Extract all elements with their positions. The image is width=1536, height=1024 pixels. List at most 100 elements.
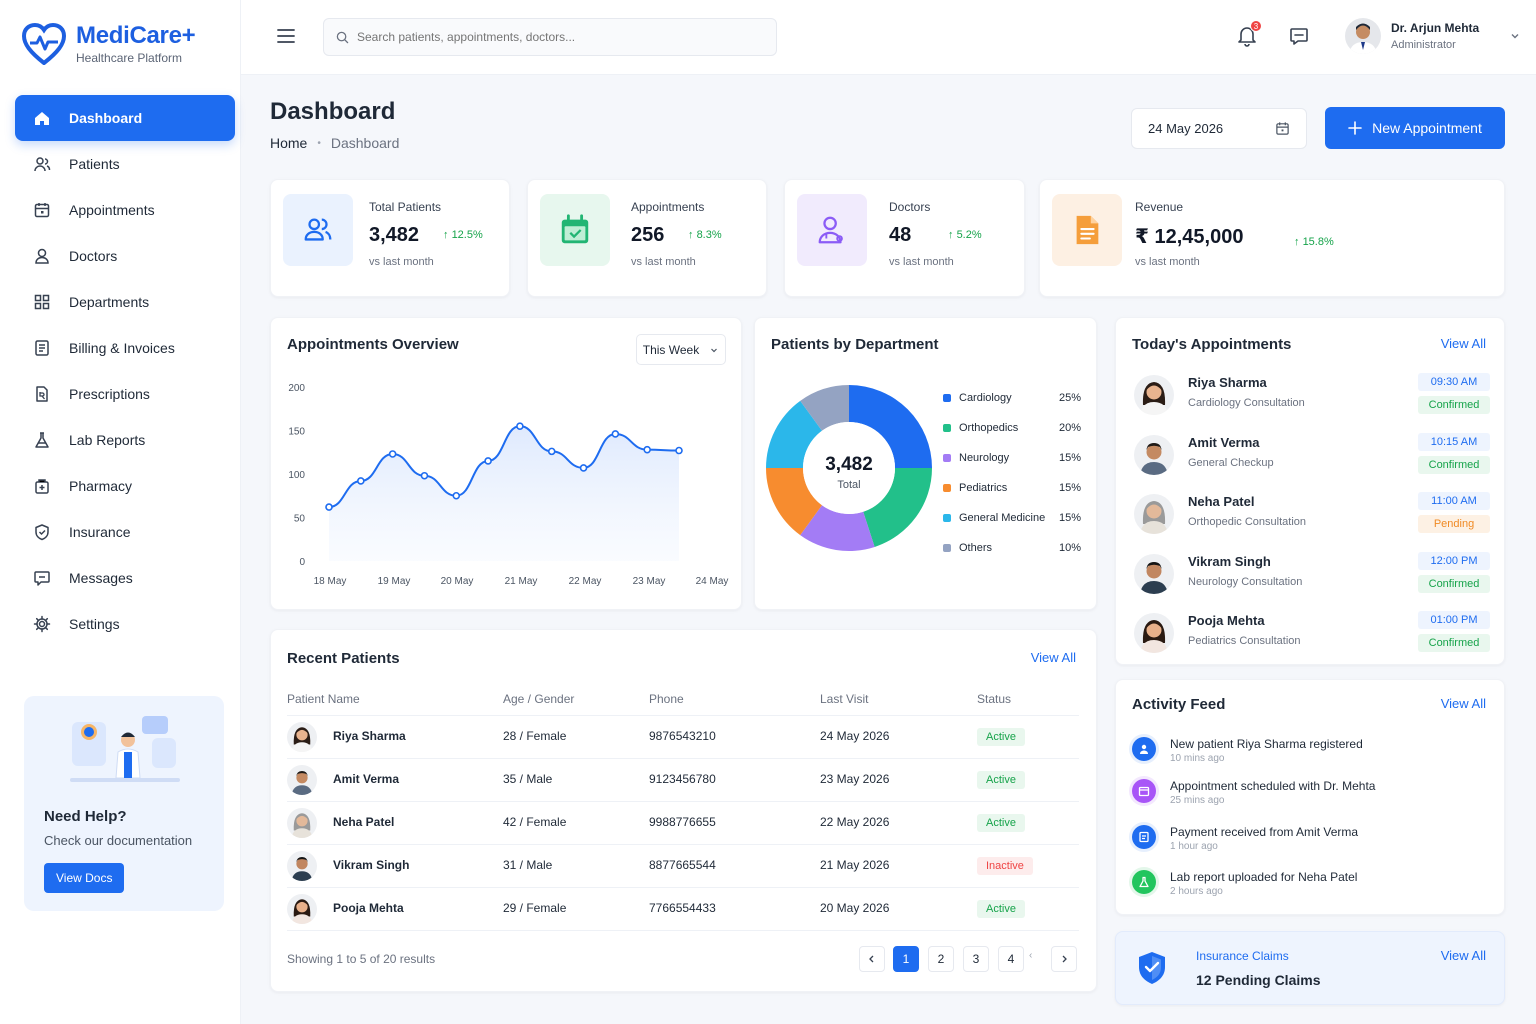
stat-card-doctors[interactable]: Doctors 48 ↑ 5.2% vs last month — [784, 179, 1025, 297]
sidebar-nav: Dashboard Patients Appointments Doctors Depa… — [15, 95, 235, 647]
date-picker[interactable]: 24 May 2026 — [1131, 108, 1307, 149]
x-tick-label: 19 May — [378, 576, 411, 587]
stat-card-revenue[interactable]: Revenue ₹ 12,45,000 ↑ 15.8% vs last month — [1039, 179, 1505, 297]
line-point[interactable] — [643, 445, 651, 454]
donut-slice-orthopedics[interactable] — [863, 468, 932, 547]
users-icon — [283, 194, 353, 266]
sidebar-item-dashboard[interactable]: Dashboard — [15, 95, 235, 141]
appointment-item[interactable]: Vikram Singh Neurology Consultation 12:00 … — [1132, 552, 1490, 602]
hamburger-menu-icon[interactable] — [277, 28, 295, 47]
line-point[interactable] — [420, 471, 429, 480]
sidebar-item-label: Prescriptions — [69, 386, 150, 402]
legend-percent: 25% — [1058, 392, 1081, 404]
table-row[interactable]: Neha Patel 42 / Female 9988776655 22 May 20… — [287, 802, 1079, 845]
stat-card-total-patients[interactable]: Total Patients 3,482 ↑ 12.5% vs last month — [270, 179, 510, 297]
appointment-type: Orthopedic Consultation — [1188, 516, 1307, 528]
search-input[interactable] — [357, 30, 757, 44]
stat-delta-value: 15.8% — [1302, 236, 1334, 248]
view-docs-button[interactable]: View Docs — [44, 863, 125, 893]
patient-name[interactable]: Neha Patel — [333, 815, 395, 829]
donut-slice-pediatrics[interactable] — [766, 468, 822, 536]
table-row[interactable]: Pooja Mehta 29 / Female 7766554433 20 May 2… — [287, 888, 1079, 931]
sidebar-item-billing-invoices[interactable]: Billing & Invoices — [15, 325, 235, 371]
sidebar-item-pharmacy[interactable]: Pharmacy — [15, 463, 235, 509]
patient-avatar — [1134, 494, 1174, 534]
appointment-item[interactable]: Riya Sharma Cardiology Consultation 09:30 … — [1132, 373, 1490, 423]
patient-name[interactable]: Vikram Singh — [333, 858, 410, 872]
calendar-icon — [1132, 779, 1156, 803]
bell-icon[interactable] — [1237, 25, 1257, 50]
appointments-line-chart: 0 50 100 150 200 18 May 19 May 20 May 21 May 22 M… — [288, 383, 728, 587]
invoice-icon — [35, 340, 49, 356]
patient-status-badge: Active — [977, 728, 1025, 746]
line-point[interactable] — [579, 464, 588, 472]
legend-item: Pediatrics 15% — [943, 482, 1081, 494]
table-row[interactable]: Vikram Singh 31 / Male 8877665544 21 May 20… — [287, 845, 1079, 888]
patient-phone: 9876543210 — [649, 729, 716, 743]
patient-visit: 24 May 2026 — [820, 729, 890, 743]
user-menu[interactable]: Dr. Arjun Mehta Administrator — [1345, 18, 1521, 54]
appointment-item[interactable]: Neha Patel Orthopedic Consultation 11:00 A… — [1132, 492, 1490, 542]
line-point[interactable] — [452, 491, 461, 500]
pharmacy-icon — [35, 479, 49, 494]
patient-name[interactable]: Amit Verma — [333, 772, 400, 786]
sidebar-item-prescriptions[interactable]: Prescriptions — [15, 371, 235, 417]
line-point[interactable] — [325, 503, 333, 511]
appointment-item[interactable]: Amit Verma General Checkup 10:15 AM Confirm… — [1132, 433, 1490, 483]
user-icon — [35, 248, 49, 264]
range-dropdown[interactable]: This Week — [636, 334, 726, 365]
patient-avatar — [1134, 613, 1174, 653]
patient-name[interactable]: Pooja Mehta — [333, 901, 404, 915]
sidebar-item-messages[interactable]: Messages — [15, 555, 235, 601]
line-point[interactable] — [516, 422, 524, 430]
line-point[interactable] — [388, 450, 397, 458]
chat-icon[interactable] — [1289, 26, 1309, 49]
recent-view-all-link[interactable]: View All — [1030, 650, 1076, 665]
line-point[interactable] — [357, 477, 365, 485]
page-button-4[interactable]: 4 — [998, 946, 1024, 972]
sidebar-item-doctors[interactable]: Doctors — [15, 233, 235, 279]
search-bar[interactable] — [323, 18, 777, 56]
breadcrumb-home[interactable]: Home — [270, 135, 308, 151]
sidebar-item-label: Settings — [69, 616, 120, 632]
sidebar-item-patients[interactable]: Patients — [15, 141, 235, 187]
appointment-item[interactable]: Pooja Mehta Pediatrics Consultation 01:00 … — [1132, 611, 1490, 661]
page-button-1[interactable]: 1 — [893, 946, 919, 972]
donut-slice-general-medicine[interactable] — [766, 400, 822, 468]
page-button-3[interactable]: 3 — [963, 946, 989, 972]
table-row[interactable]: Amit Verma 35 / Male 9123456780 23 May 2026… — [287, 759, 1079, 802]
line-point[interactable] — [484, 457, 492, 465]
line-point[interactable] — [611, 430, 620, 438]
appointment-status-badge: Confirmed — [1418, 456, 1490, 474]
brand-logo[interactable]: MediCare+ Healthcare Platform — [22, 22, 196, 65]
page-button-2[interactable]: 2 — [928, 946, 954, 972]
next-page-button[interactable] — [1051, 946, 1077, 972]
line-point[interactable] — [547, 447, 556, 456]
sidebar-item-departments[interactable]: Departments — [15, 279, 235, 325]
sidebar-item-appointments[interactable]: Appointments — [15, 187, 235, 233]
patient-name[interactable]: Riya Sharma — [333, 729, 406, 743]
table-row[interactable]: Riya Sharma 28 / Female 9876543210 24 May 2… — [287, 716, 1079, 759]
appointment-status-badge: Confirmed — [1418, 575, 1490, 593]
stat-sub: vs last month — [369, 256, 434, 268]
stat-value: ₹ 12,45,000 — [1135, 226, 1244, 248]
sidebar-item-lab-reports[interactable]: Lab Reports — [15, 417, 235, 463]
insurance-claims-card[interactable]: Insurance Claims 12 Pending Claims View … — [1115, 931, 1505, 1005]
line-point[interactable] — [675, 446, 683, 455]
user-avatar — [1345, 18, 1381, 54]
stat-card-appointments[interactable]: Appointments 256 ↑ 8.3% vs last month — [527, 179, 767, 297]
x-tick-label: 21 May — [505, 576, 538, 587]
new-appointment-button[interactable]: New Appointment — [1325, 107, 1505, 149]
sidebar-item-insurance[interactable]: Insurance — [15, 509, 235, 555]
donut-slice-neurology[interactable] — [800, 505, 875, 551]
donut-slice-others[interactable] — [800, 385, 849, 431]
activity-view-all-link[interactable]: View All — [1440, 696, 1486, 711]
sidebar-item-settings[interactable]: Settings — [15, 601, 235, 647]
donut-slice-cardiology[interactable] — [849, 385, 932, 468]
insurance-view-all-link[interactable]: View All — [1440, 948, 1486, 963]
prev-page-button[interactable] — [859, 946, 885, 972]
todays-view-all-link[interactable]: View All — [1440, 336, 1486, 351]
legend-label: General Medicine — [959, 512, 1046, 524]
legend-item: General Medicine 15% — [943, 512, 1081, 524]
sidebar-item-label: Appointments — [69, 202, 155, 218]
